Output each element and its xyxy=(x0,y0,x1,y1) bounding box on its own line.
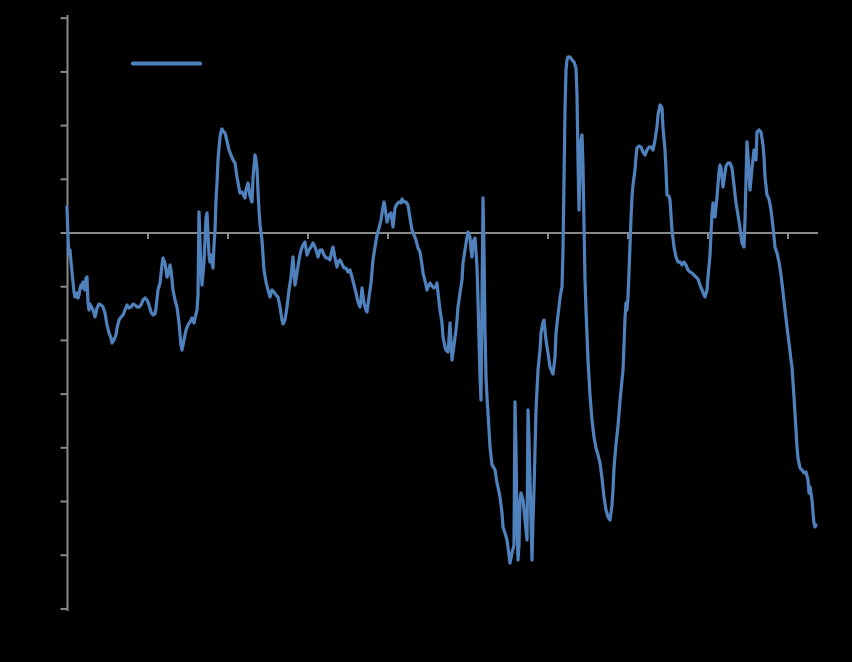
data-series-line xyxy=(65,55,818,565)
axes-group xyxy=(60,15,818,611)
series-group xyxy=(65,55,818,565)
